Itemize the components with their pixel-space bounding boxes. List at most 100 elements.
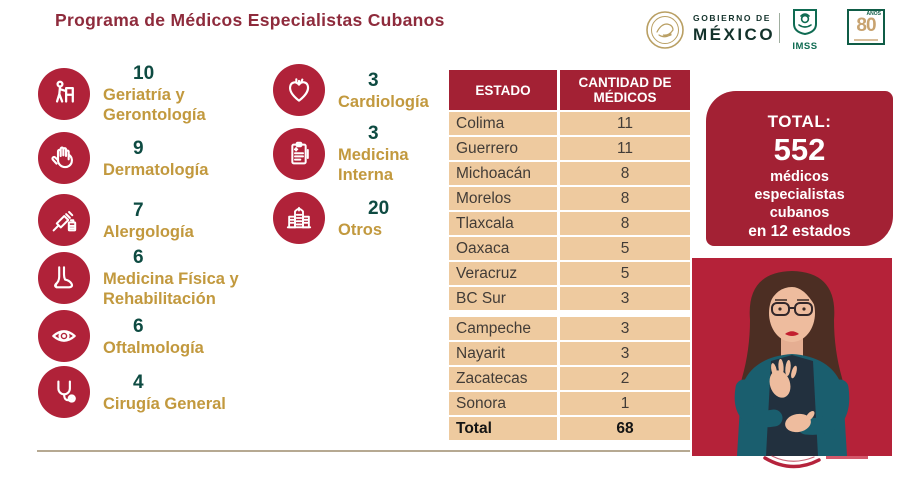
total-box: TOTAL: 552 médicos especialistas cubanos… [706,91,893,246]
count-cell: 68 [560,417,690,440]
count-cell: 1 [560,392,690,415]
table-row: Tlaxcala 8 [449,212,690,235]
state-cell: BC Sur [449,287,557,310]
specialty-count: 9 [133,137,144,159]
specialty-count: 10 [133,63,155,84]
specialty-count: 3 [368,69,379,91]
anniversary-80-logo: 80 AÑOS [847,9,885,45]
count-cell: 8 [560,162,690,185]
page-title: Programa de Médicos Especialistas Cubano… [55,10,445,30]
anniversary-number: 80 [856,15,876,36]
count-cell: 2 [560,367,690,390]
imss-shield-icon [793,9,817,36]
table-row: Guerrero 11 [449,137,690,160]
heart-icon [273,64,325,116]
sign-language-interpreter-video [692,258,892,456]
count-cell: 8 [560,212,690,235]
specialty-count: 20 [368,197,390,219]
specialty-item-medicina-interna: 3 Medicina Interna [273,122,442,185]
table-row: Colima 11 [449,112,690,135]
table-total-row: Total 68 [449,417,690,440]
table-row: Campeche 3 [449,317,690,340]
count-cell: 11 [560,137,690,160]
specialty-label: Medicina Interna [338,146,409,184]
state-cell: Total [449,417,557,440]
imss-label: IMSS [792,41,818,52]
states-table: ESTADO CANTIDAD DE MÉDICOS Colima 11 Guerr… [449,70,690,440]
specialty-item-otros: 20 Otros [273,192,442,244]
count-cell: 8 [560,187,690,210]
table-row: Michoacán 8 [449,162,690,185]
count-cell: 3 [560,342,690,365]
specialty-count: 4 [133,371,144,393]
hospital-icon [273,192,325,244]
specialty-label: Alergología [103,222,194,241]
state-cell: Colima [449,112,557,135]
bottom-divider-line [37,450,690,452]
specialty-label: Geriatría y Gerontología [103,86,206,124]
eye-icon [38,310,90,362]
specialty-count: 3 [368,123,379,144]
total-line: especialistas [754,187,845,203]
count-cell: 5 [560,262,690,285]
state-cell: Sonora [449,392,557,415]
state-cell: Veracruz [449,262,557,285]
elderly-walker-icon [38,67,90,120]
table-header-row: ESTADO CANTIDAD DE MÉDICOS [449,70,690,110]
hand-icon [38,132,90,184]
specialty-label: Cardiología [338,92,429,111]
count-cell: 5 [560,237,690,260]
count-cell: 3 [560,287,690,310]
mexico-label: MÉXICO [693,24,776,44]
state-cell: Nayarit [449,342,557,365]
state-cell: Oaxaca [449,237,557,260]
table-row: Zacatecas 2 [449,367,690,390]
clipboard-icon [273,127,325,180]
footer-microtext-mark [826,456,868,459]
table-header-estado: ESTADO [449,70,557,110]
state-cell: Morelos [449,187,557,210]
specialty-item-cardiologia: 3 Cardiología [273,64,442,116]
total-line: médicos [770,169,829,185]
specialty-label: Otros [338,220,383,239]
specialty-item-oftalmologia: 6 Oftalmología [38,310,275,362]
total-line: en 12 estados [748,223,851,240]
gobierno-mexico-seal-icon [646,11,684,49]
count-cell: 11 [560,112,690,135]
state-cell: Michoacán [449,162,557,185]
imss-logo: IMSS [788,8,822,52]
specialty-item-dermatologia: 9 Dermatología [38,132,275,184]
table-body: Colima 11 Guerrero 11 Michoacán 8 Morelos 8 Tlax… [449,112,690,440]
specialty-item-geriatria: 10 Geriatría y Gerontología [38,62,275,125]
table-row: Oaxaca 5 [449,237,690,260]
table-row: Nayarit 3 [449,342,690,365]
table-row: Morelos 8 [449,187,690,210]
anniversary-anios-label: AÑOS [866,11,881,17]
specialty-label: Medicina Física y Rehabilitación [103,270,239,308]
specialty-item-alergologia: 7 Alergología [38,194,275,246]
anniversary-dates-mark [854,39,878,41]
interpreter-illustration [692,258,892,456]
state-cell: Zacatecas [449,367,557,390]
total-number: 552 [773,132,826,167]
specialty-count: 7 [133,199,144,221]
count-cell: 3 [560,317,690,340]
specialty-item-cirugia: 4 Cirugía General [38,366,275,418]
state-cell: Campeche [449,317,557,340]
specialty-label: Dermatología [103,160,209,179]
foot-icon [38,251,90,304]
total-line: cubanos [769,205,830,221]
specialty-count: 6 [133,315,144,337]
table-row: BC Sur 3 [449,287,690,310]
gobierno-de-mexico-wordmark: GOBIERNO DE MÉXICO [693,14,775,43]
total-heading: TOTAL: [767,112,832,131]
header-divider [779,13,780,43]
footer-logo-swoosh-icon [763,455,821,469]
specialty-count: 6 [133,247,144,268]
state-cell: Tlaxcala [449,212,557,235]
stethoscope-icon [38,366,90,418]
syringe-icon [38,194,90,246]
specialty-label: Cirugía General [103,394,226,413]
table-header-cantidad: CANTIDAD DE MÉDICOS [560,70,690,110]
